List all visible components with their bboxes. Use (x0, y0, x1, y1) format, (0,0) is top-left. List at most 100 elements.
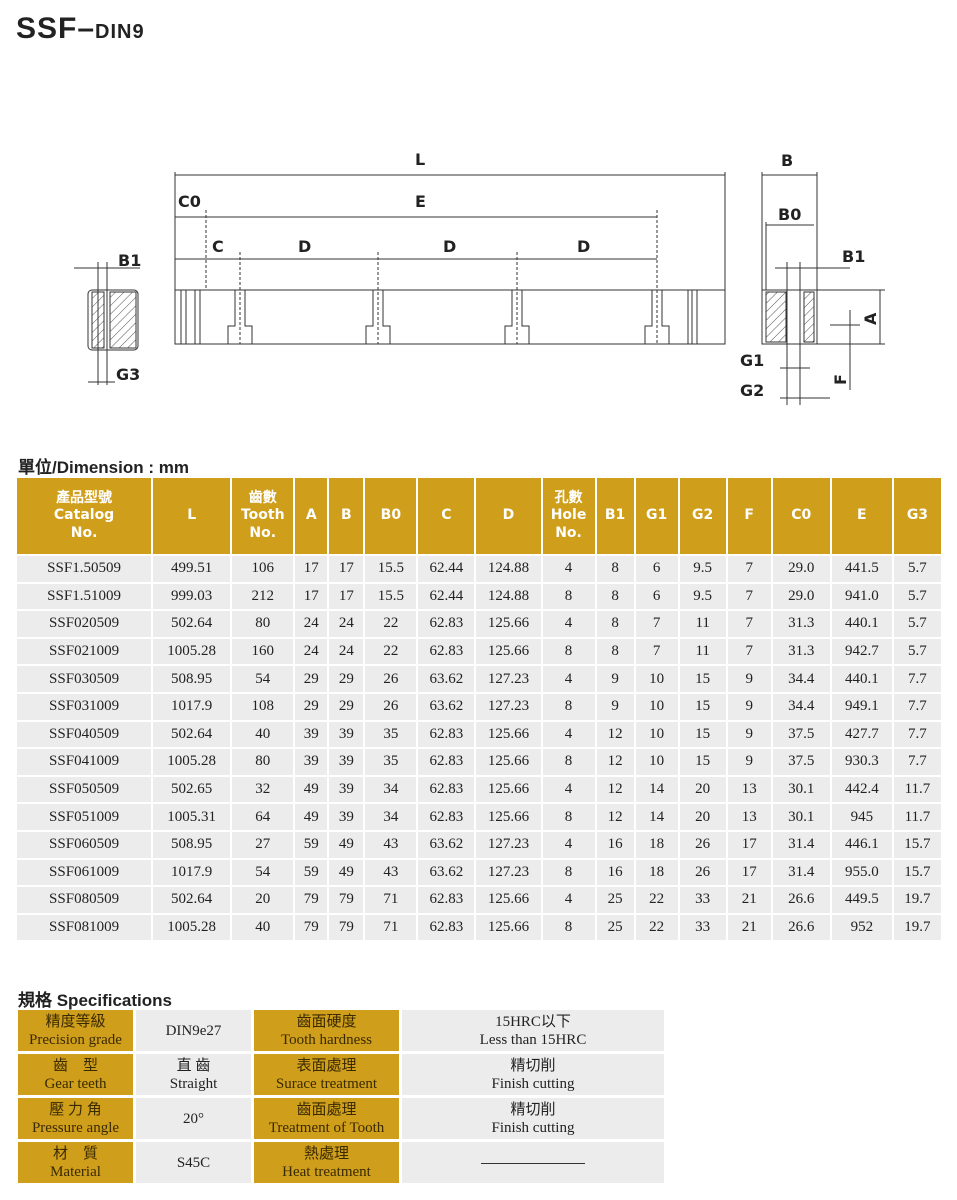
spec-text: Less than 15HRC (479, 1031, 587, 1048)
table-cell: 4 (542, 611, 595, 637)
header-text: G3 (906, 507, 929, 524)
table-cell: 7.7 (893, 666, 941, 692)
table-cell: 8 (542, 914, 595, 941)
table-cell: 62.83 (418, 721, 475, 748)
spec-text: Material (50, 1163, 101, 1180)
header-text: No. (249, 524, 277, 541)
table-cell: 125.66 (476, 638, 541, 665)
table-cell: 949.1 (831, 693, 892, 720)
table-cell: 6 (635, 583, 678, 610)
column-header: 齒數 Tooth No. (232, 478, 294, 554)
header-text: No. (555, 524, 582, 541)
table-cell: 8 (542, 583, 595, 610)
spec-text: Treatment of Tooth (268, 1119, 385, 1136)
header-text: B1 (604, 507, 626, 524)
table-cell: 62.44 (418, 583, 475, 610)
table-cell: 4 (542, 721, 595, 748)
table-cell: 440.1 (831, 666, 892, 692)
table-cell: 80 (232, 749, 294, 775)
table-cell: 108 (232, 693, 294, 720)
table-cell: 124.88 (476, 583, 541, 610)
table-cell: 26 (365, 693, 417, 720)
table-cell: 24 (295, 638, 328, 665)
table-cell: 125.66 (476, 776, 541, 803)
table-cell: 30.1 (772, 804, 830, 830)
table-cell: 24 (329, 638, 364, 665)
table-cell: SSF1.50509 (17, 556, 152, 582)
table-cell: 29 (295, 693, 328, 720)
table-cell: 945 (831, 804, 892, 830)
table-cell: 18 (635, 859, 678, 886)
header-text: B (340, 507, 352, 524)
table-cell: 12 (596, 776, 634, 803)
table-cell: 13 (727, 776, 771, 803)
table-row: SSF031009 1017.9 108 29 29 26 63.62 127.23 8 9 10 1… (17, 693, 941, 720)
table-cell: 427.7 (831, 721, 892, 748)
table-cell: 21 (727, 914, 771, 941)
mounting-hole (644, 290, 670, 344)
table-cell: 29 (329, 693, 364, 720)
spec-text: Pressure angle (31, 1119, 120, 1136)
table-cell: 17 (329, 583, 364, 610)
spec-text (402, 1154, 664, 1172)
column-header: G2 (679, 478, 726, 554)
table-cell: SSF1.51009 (17, 583, 152, 610)
table-cell: 5.7 (893, 583, 941, 610)
table-cell: 39 (329, 776, 364, 803)
table-cell: 127.23 (476, 859, 541, 886)
table-cell: 15 (679, 693, 726, 720)
table-cell: 22 (635, 914, 678, 941)
dim-label-D: D (298, 237, 311, 256)
table-cell: 160 (232, 638, 294, 665)
table-cell: 29.0 (772, 556, 830, 582)
table-cell: 502.64 (153, 611, 231, 637)
table-cell: 35 (365, 749, 417, 775)
page-title: SSF–DIN9 (16, 12, 145, 45)
table-cell: 8 (542, 749, 595, 775)
table-cell: 13 (727, 804, 771, 830)
table-cell: 26.6 (772, 914, 830, 941)
dim-label-E: E (415, 192, 426, 211)
table-cell: 5.7 (893, 638, 941, 665)
spec-row: 壓 力 角 Pressure angle 20° 齒面處理 Treatment of T… (18, 1098, 664, 1139)
spec-text: 直 齒 (176, 1057, 211, 1074)
table-cell: 7 (635, 611, 678, 637)
table-cell: 125.66 (476, 887, 541, 913)
header-text: 孔數 (554, 489, 583, 506)
dim-label-G1: G1 (740, 351, 764, 370)
table-cell: 9 (596, 666, 634, 692)
table-cell: 1017.9 (153, 859, 231, 886)
table-cell: 11.7 (893, 804, 941, 830)
spec-label: 齒面處理 Treatment of Tooth (254, 1098, 399, 1139)
table-cell: 9 (727, 721, 771, 748)
table-cell: 8 (542, 693, 595, 720)
table-cell: 15.5 (365, 583, 417, 610)
spec-text: Finish cutting (491, 1075, 575, 1092)
table-cell: 15.7 (893, 831, 941, 858)
spec-text: Heat treatment (282, 1163, 371, 1180)
table-cell: 9.5 (679, 556, 726, 582)
table-cell: 7 (727, 583, 771, 610)
spec-text: Finish cutting (491, 1119, 575, 1136)
table-cell: 125.66 (476, 749, 541, 775)
spec-text: DIN9e27 (165, 1022, 222, 1039)
table-cell: 26 (365, 666, 417, 692)
spec-label: 齒面硬度 Tooth hardness (254, 1010, 399, 1051)
mounting-hole (365, 290, 391, 344)
table-cell: 999.03 (153, 583, 231, 610)
table-cell: 7 (635, 638, 678, 665)
table-cell: 39 (329, 721, 364, 748)
table-cell: 31.4 (772, 831, 830, 858)
table-cell: 24 (329, 611, 364, 637)
table-cell: SSF051009 (17, 804, 152, 830)
table-cell: 22 (635, 887, 678, 913)
spec-text: 15HRC以下 (495, 1013, 571, 1030)
table-cell: SSF031009 (17, 693, 152, 720)
header-text: F (744, 507, 754, 524)
table-cell: SSF060509 (17, 831, 152, 858)
spec-text: Straight (169, 1075, 218, 1092)
spec-text: 精切削 (510, 1057, 556, 1074)
column-header: B (329, 478, 364, 554)
dim-label-G3: G3 (116, 365, 140, 384)
table-cell: 40 (232, 721, 294, 748)
